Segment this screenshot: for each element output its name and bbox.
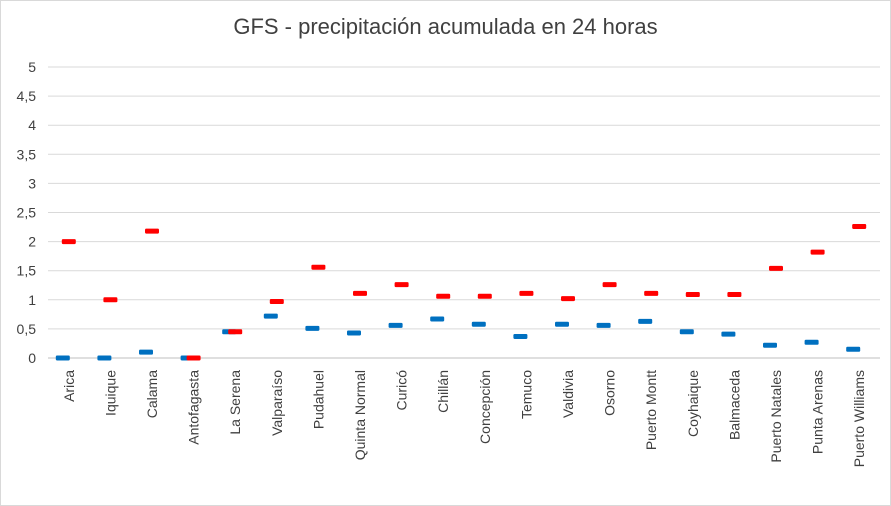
y-tick-label: 1,5 [17,263,37,279]
data-marker [769,265,783,271]
data-marker [305,325,320,331]
data-marker [596,322,611,328]
data-marker [269,299,284,305]
x-tick-label: Concepción [477,370,493,444]
x-tick-label: Temuco [518,370,534,419]
data-marker [555,321,569,327]
data-marker [103,297,118,303]
x-tick-label: Calama [144,370,160,418]
data-marker [61,239,76,245]
data-marker [804,339,819,345]
data-marker [679,329,694,335]
data-marker [186,355,201,361]
x-tick-label: Curicó [394,370,410,411]
data-marker [353,290,367,296]
data-marker [394,282,409,288]
data-marker [763,342,777,348]
x-tick-label: La Serena [227,370,243,435]
x-tick-label: Valdivia [560,370,576,418]
data-marker [846,346,861,352]
data-marker [311,264,326,270]
x-axis-ticks: Arica Iquique Calama Antofagasta La Serena Va… [61,370,867,467]
y-tick-label: 5 [28,59,36,75]
y-axis-ticks: 0 0,5 1 1,5 2 2,5 3 3,5 4 4,5 5 [17,59,37,366]
data-marker [55,355,70,361]
y-tick-label: 4 [28,117,36,133]
data-marker [263,313,278,319]
x-tick-label: Arica [61,370,77,402]
x-tick-label: Puerto Montt [643,370,659,450]
y-tick-label: 4,5 [17,88,37,104]
data-marker [519,290,534,296]
data-marker [852,223,867,229]
x-tick-label: Chillán [435,370,451,413]
y-tick-label: 2,5 [17,205,37,221]
x-tick-label: Punta Arenas [810,370,826,454]
data-marker [430,316,445,322]
data-marker [477,293,492,299]
data-marker [602,282,617,288]
data-marker [388,322,403,328]
data-marker [638,318,653,324]
data-markers [55,223,867,361]
data-marker [721,331,736,337]
data-marker [471,321,486,327]
y-tick-label: 3 [28,175,36,191]
data-marker [513,333,528,339]
x-tick-label: Pudahuel [310,370,326,429]
x-tick-label: Iquique [102,370,118,416]
data-marker [145,228,159,234]
x-tick-label: Balmaceda [726,370,742,440]
x-tick-label: Puerto Williams [851,370,867,467]
y-tick-label: 3,5 [17,146,37,162]
data-marker [810,249,825,255]
y-tick-label: 0,5 [17,321,37,337]
data-marker [561,296,575,302]
data-marker [644,290,659,296]
x-tick-label: Coyhaique [685,370,701,437]
data-marker [727,292,742,298]
x-tick-label: Osorno [602,370,618,416]
data-marker [685,292,700,298]
x-tick-label: Valparaíso [269,370,285,436]
x-tick-label: Quinta Normal [352,370,368,460]
y-tick-label: 1 [28,292,36,308]
data-marker [139,349,153,355]
data-marker [97,355,112,361]
chart-title: GFS - precipitación acumulada en 24 hora… [233,14,658,39]
y-tick-label: 2 [28,234,36,250]
x-tick-label: Antofagasta [186,370,202,445]
y-tick-label: 0 [28,350,36,366]
data-marker [436,293,451,299]
gridlines [48,66,880,359]
data-marker [228,329,243,335]
x-tick-label: Puerto Natales [768,370,784,463]
data-marker [347,330,361,336]
